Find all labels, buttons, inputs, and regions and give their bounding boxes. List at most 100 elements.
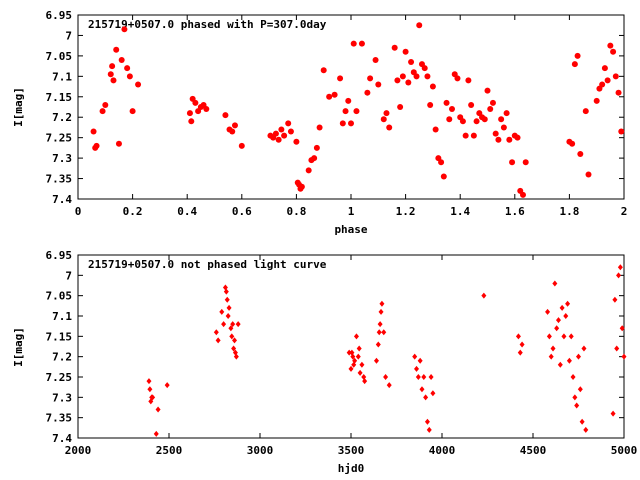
data-point xyxy=(364,89,371,96)
data-point xyxy=(232,337,238,344)
data-point xyxy=(337,75,344,82)
data-point xyxy=(415,374,421,380)
data-point xyxy=(102,101,109,108)
data-point xyxy=(222,112,229,119)
x-tick-label: 1.6 xyxy=(505,205,525,218)
y-tick-label: 7.1 xyxy=(52,310,72,323)
data-point xyxy=(557,361,563,368)
data-point xyxy=(601,65,608,72)
data-point xyxy=(331,91,338,98)
data-point xyxy=(275,136,282,143)
data-point xyxy=(379,300,385,307)
x-tick-label: 1.8 xyxy=(559,205,579,218)
data-point xyxy=(514,134,521,141)
data-point xyxy=(110,77,117,84)
data-point xyxy=(545,308,551,315)
plot-frame xyxy=(77,254,625,439)
data-point xyxy=(153,430,159,437)
data-point xyxy=(440,173,447,180)
data-point xyxy=(454,75,461,82)
x-tick-label: 0 xyxy=(75,205,82,218)
x-tick-label: 0.4 xyxy=(177,205,197,218)
data-point xyxy=(522,159,529,166)
data-point xyxy=(574,402,580,409)
data-point xyxy=(509,159,516,166)
data-point xyxy=(219,308,225,315)
data-point xyxy=(381,329,387,336)
data-point xyxy=(355,353,361,360)
data-point xyxy=(571,61,578,68)
data-point xyxy=(443,99,450,106)
data-point xyxy=(293,138,300,145)
data-point xyxy=(124,65,131,72)
data-point xyxy=(376,329,382,336)
data-point xyxy=(574,52,581,59)
data-point xyxy=(380,116,387,123)
data-point xyxy=(230,321,236,328)
y-tick-label: 7.4 xyxy=(52,193,72,206)
data-point xyxy=(500,124,507,131)
y-tick-label: 7 xyxy=(65,269,72,282)
data-point xyxy=(607,42,614,49)
x-tick-label: 4500 xyxy=(520,444,547,457)
data-point xyxy=(519,191,526,198)
data-point xyxy=(465,77,472,84)
y-tick-label: 6.95 xyxy=(46,249,73,262)
data-point xyxy=(421,374,427,380)
data-point xyxy=(402,48,409,55)
data-point xyxy=(468,101,475,108)
data-point xyxy=(215,337,221,344)
data-point xyxy=(446,116,453,123)
data-point xyxy=(449,106,456,113)
data-point xyxy=(281,132,288,139)
x-tick-label: 2 xyxy=(621,205,628,218)
data-point xyxy=(348,365,354,372)
data-point xyxy=(614,345,620,352)
data-point xyxy=(109,63,116,70)
data-point xyxy=(386,382,392,389)
data-point xyxy=(408,59,415,66)
data-point xyxy=(428,374,434,380)
data-point xyxy=(519,341,525,348)
data-point xyxy=(432,126,439,133)
data-point xyxy=(424,418,430,425)
plot-title: 215719+0507.0 phased with P=307.0day xyxy=(88,18,327,31)
data-point xyxy=(481,116,488,123)
data-point xyxy=(576,353,581,360)
data-point xyxy=(515,333,521,340)
data-point xyxy=(188,118,195,125)
y-tick-label: 7.25 xyxy=(46,132,73,145)
data-point xyxy=(356,345,362,352)
data-point xyxy=(426,426,432,433)
y-tick-label: 7.15 xyxy=(46,91,73,104)
data-point xyxy=(481,292,487,299)
data-point xyxy=(203,106,210,113)
data-point xyxy=(487,106,494,113)
y-tick-label: 7.1 xyxy=(52,70,72,83)
x-tick-label: 2500 xyxy=(156,444,183,457)
data-point xyxy=(423,394,429,401)
data-point xyxy=(229,128,236,135)
data-point xyxy=(93,142,100,149)
data-point xyxy=(221,321,227,328)
y-tick-label: 7.25 xyxy=(46,371,73,384)
data-point xyxy=(357,369,363,376)
data-point xyxy=(617,264,623,271)
data-point xyxy=(421,65,428,72)
data-point xyxy=(413,73,420,80)
y-axis-title: I[mag] xyxy=(12,327,25,367)
data-point xyxy=(231,345,237,352)
plot-title: 215719+0507.0 not phased light curve xyxy=(88,258,327,271)
data-point xyxy=(326,93,333,100)
data-point xyxy=(438,159,445,166)
data-point xyxy=(414,365,420,372)
data-point xyxy=(238,142,245,149)
data-point xyxy=(126,73,133,80)
data-point xyxy=(517,349,523,356)
data-point xyxy=(416,22,423,29)
data-point xyxy=(350,353,356,360)
data-point xyxy=(362,378,368,385)
data-point xyxy=(350,40,357,47)
data-point xyxy=(462,132,469,139)
data-point xyxy=(298,183,305,190)
